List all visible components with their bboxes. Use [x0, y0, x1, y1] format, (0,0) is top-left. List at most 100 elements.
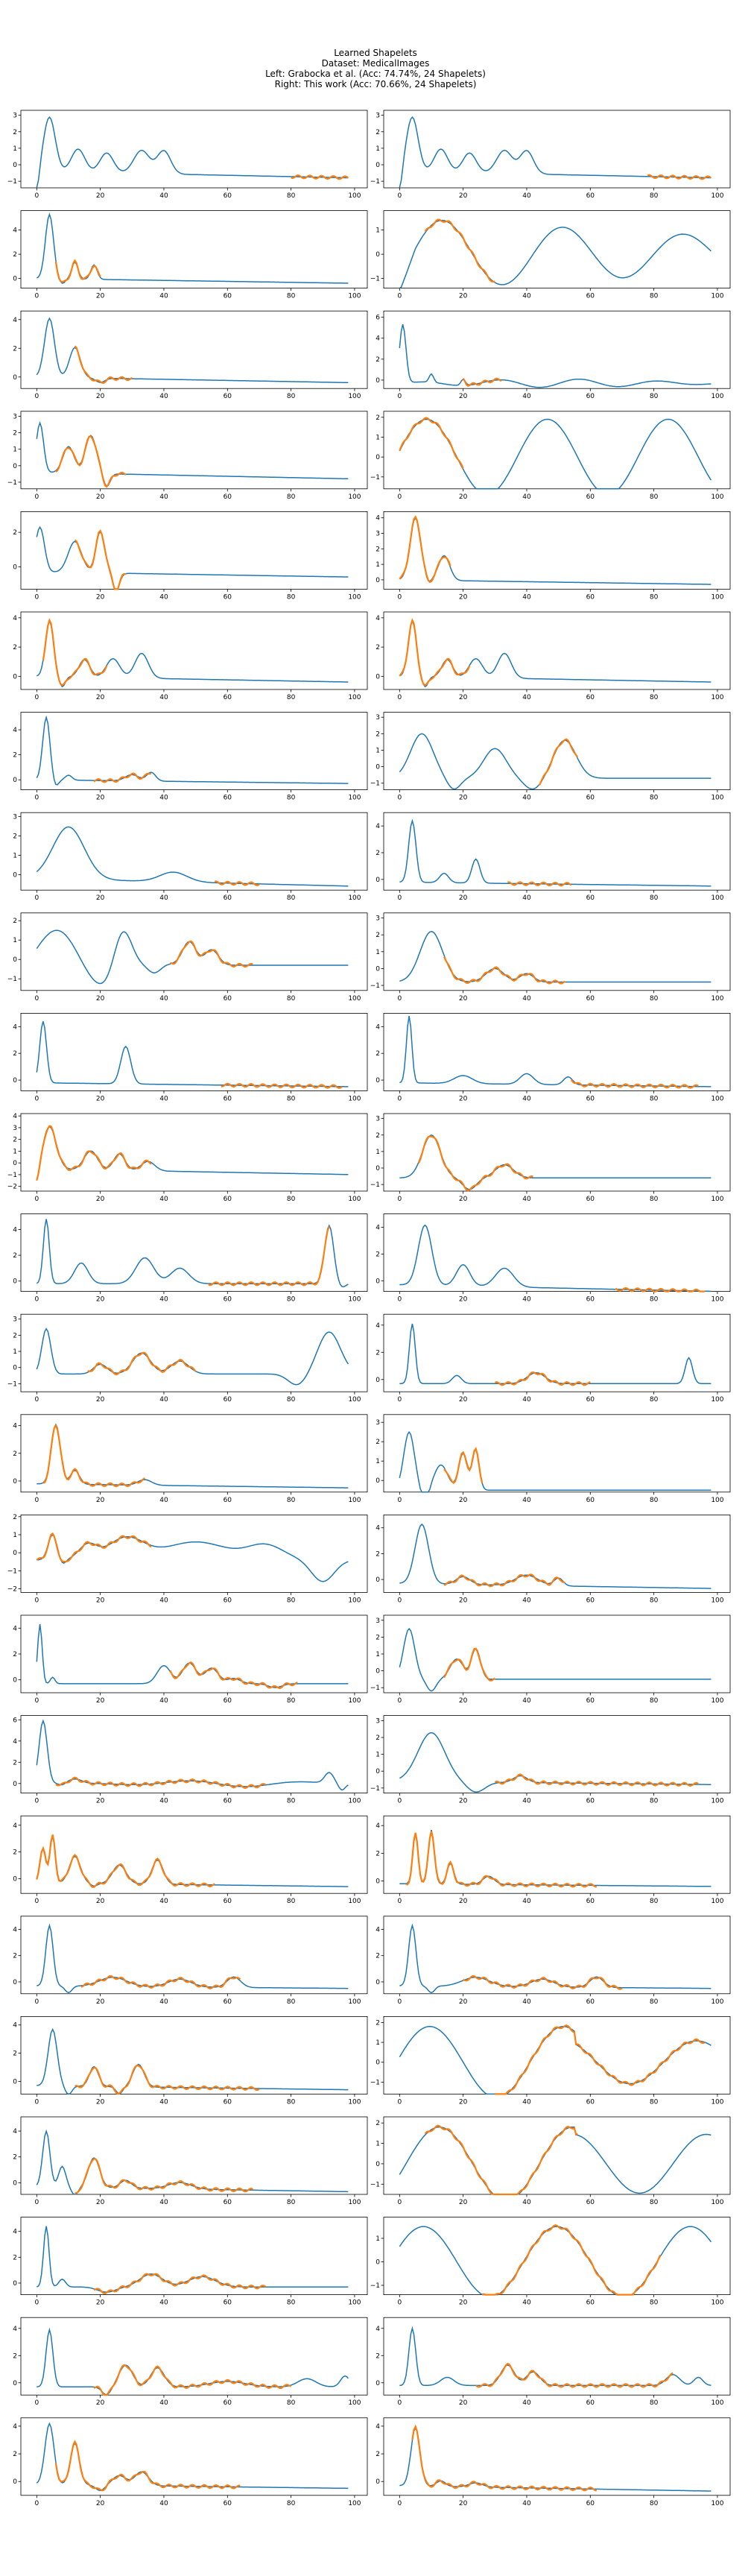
- x-tick-label: 20: [96, 2299, 105, 2307]
- x-tick-label: 60: [224, 1196, 232, 1203]
- x-tick-label: 20: [96, 1898, 105, 1905]
- x-tick-label: 40: [159, 493, 168, 501]
- y-tick-label: 0: [13, 463, 17, 470]
- shapelet-line: [424, 2124, 578, 2196]
- subplot-r3-left: 0 20 40 60 80 100 0 2 4: [13, 310, 368, 400]
- subplot-r5-right: 0 20 40 60 80 100 0 1 2 3 4: [376, 511, 731, 601]
- y-tick-label: 1: [376, 145, 380, 153]
- x-tick-label: 40: [159, 1998, 168, 2006]
- plot-frame: [20, 310, 368, 389]
- x-tick-label: 80: [650, 393, 659, 400]
- x-tick-label: 40: [159, 1396, 168, 1404]
- x-tick-label: 20: [459, 2299, 468, 2307]
- x-tick-label: 100: [348, 1697, 361, 1705]
- y-tick-label: 1: [376, 747, 380, 754]
- y-tick-label: 1: [376, 1458, 380, 1465]
- x-tick-label: 20: [459, 493, 468, 501]
- y-tick-label: 1: [376, 1149, 380, 1156]
- x-tick-label: 20: [459, 1296, 468, 1304]
- x-tick-label: 60: [224, 1497, 232, 1504]
- x-tick-label: 20: [459, 2199, 468, 2206]
- subplot-r12-right: 0 20 40 60 80 100 0 2 4: [376, 1213, 731, 1304]
- time-series-line: [36, 826, 349, 887]
- x-tick-label: 60: [224, 995, 232, 1003]
- shapelet-line: [291, 174, 349, 180]
- x-tick-label: 100: [348, 694, 361, 701]
- y-tick-label: 0: [13, 1365, 17, 1372]
- shapelet-line: [74, 529, 127, 590]
- x-tick-label: 80: [650, 2500, 659, 2507]
- shapelet-line: [74, 345, 133, 384]
- x-tick-label: 40: [522, 2199, 531, 2206]
- y-tick-label: 0: [13, 1979, 17, 1986]
- plot-frame: [383, 1515, 731, 1593]
- time-series-line: [399, 1323, 712, 1385]
- subplot-r17-left: 0 20 40 60 80 100 0 2 4 6: [13, 1715, 368, 1805]
- y-tick-label: 2: [13, 1953, 17, 1960]
- y-tick-label: 2: [13, 129, 17, 136]
- plot-frame: [20, 1515, 368, 1593]
- plot-frame: [20, 611, 368, 690]
- x-tick-label: 60: [586, 1898, 595, 1905]
- shapelet-line: [463, 1974, 623, 1990]
- y-tick-label: 2: [13, 1252, 17, 1260]
- x-tick-label: 40: [159, 2299, 168, 2307]
- x-tick-label: 20: [96, 2199, 105, 2206]
- y-tick-label: 0: [376, 1576, 380, 1584]
- subplot-r8-right: 0 20 40 60 80 100 0 2 4: [376, 812, 731, 902]
- x-tick-label: 40: [159, 694, 168, 701]
- x-tick-label: 100: [711, 2299, 723, 2307]
- subplot-r23-right: 0 20 40 60 80 100 0 2 4: [376, 2317, 731, 2407]
- x-tick-label: 0: [34, 2199, 39, 2206]
- x-tick-label: 80: [650, 1396, 659, 1404]
- shapelet-line: [417, 1135, 533, 1192]
- x-tick-label: 100: [711, 1196, 723, 1203]
- y-tick-label: 0: [376, 2258, 380, 2266]
- x-tick-label: 60: [224, 2199, 232, 2206]
- x-tick-label: 80: [287, 1898, 296, 1905]
- y-tick-label: −1: [7, 1380, 17, 1388]
- x-tick-label: 0: [397, 493, 402, 501]
- shapelet-line: [54, 2440, 241, 2492]
- y-tick-label: 0: [13, 2380, 17, 2387]
- x-tick-label: 80: [287, 1396, 296, 1404]
- x-tick-label: 80: [650, 1898, 659, 1905]
- y-tick-label: 0: [376, 1668, 380, 1676]
- x-tick-label: 60: [224, 293, 232, 300]
- y-tick-label: 0: [13, 871, 17, 879]
- shapelet-line: [80, 1974, 241, 1990]
- x-tick-label: 80: [287, 995, 296, 1003]
- y-tick-label: 0: [376, 2478, 380, 2486]
- y-tick-label: 0: [13, 1677, 17, 1685]
- y-tick-label: −1: [7, 479, 17, 487]
- x-tick-label: 80: [650, 2399, 659, 2407]
- x-tick-label: 100: [711, 1697, 723, 1705]
- plot-frame: [383, 210, 731, 289]
- x-tick-label: 40: [159, 192, 168, 200]
- y-tick-label: 2: [376, 1050, 380, 1058]
- subplot-r7-right: 0 20 40 60 80 100 −1 0 1 2 3: [370, 712, 731, 802]
- subplot-r15-right: 0 20 40 60 80 100 0 2 4: [376, 1515, 731, 1604]
- y-tick-label: 3: [13, 413, 17, 420]
- x-tick-label: 100: [348, 1898, 361, 1905]
- subplot-r6-right: 0 20 40 60 80 100 0 2 4: [376, 611, 731, 701]
- x-tick-label: 20: [459, 293, 468, 300]
- x-tick-label: 20: [96, 192, 105, 200]
- x-tick-label: 80: [287, 1998, 296, 2006]
- x-tick-label: 100: [348, 2500, 361, 2507]
- y-tick-label: 0: [13, 1781, 17, 1788]
- plot-frame: [20, 812, 368, 891]
- x-tick-label: 80: [650, 694, 659, 701]
- x-tick-label: 60: [586, 2399, 595, 2407]
- y-tick-label: 2: [13, 1651, 17, 1658]
- x-tick-label: 0: [397, 2399, 402, 2407]
- shapelet-line: [405, 1831, 598, 1888]
- y-tick-label: 2: [13, 2154, 17, 2162]
- x-tick-label: 20: [459, 1396, 468, 1404]
- x-tick-label: 60: [224, 1898, 232, 1905]
- x-tick-label: 0: [397, 1196, 402, 1203]
- x-tick-label: 20: [96, 694, 105, 701]
- x-tick-label: 100: [348, 2299, 361, 2307]
- y-tick-label: 2: [376, 1550, 380, 1558]
- x-tick-label: 0: [34, 593, 39, 601]
